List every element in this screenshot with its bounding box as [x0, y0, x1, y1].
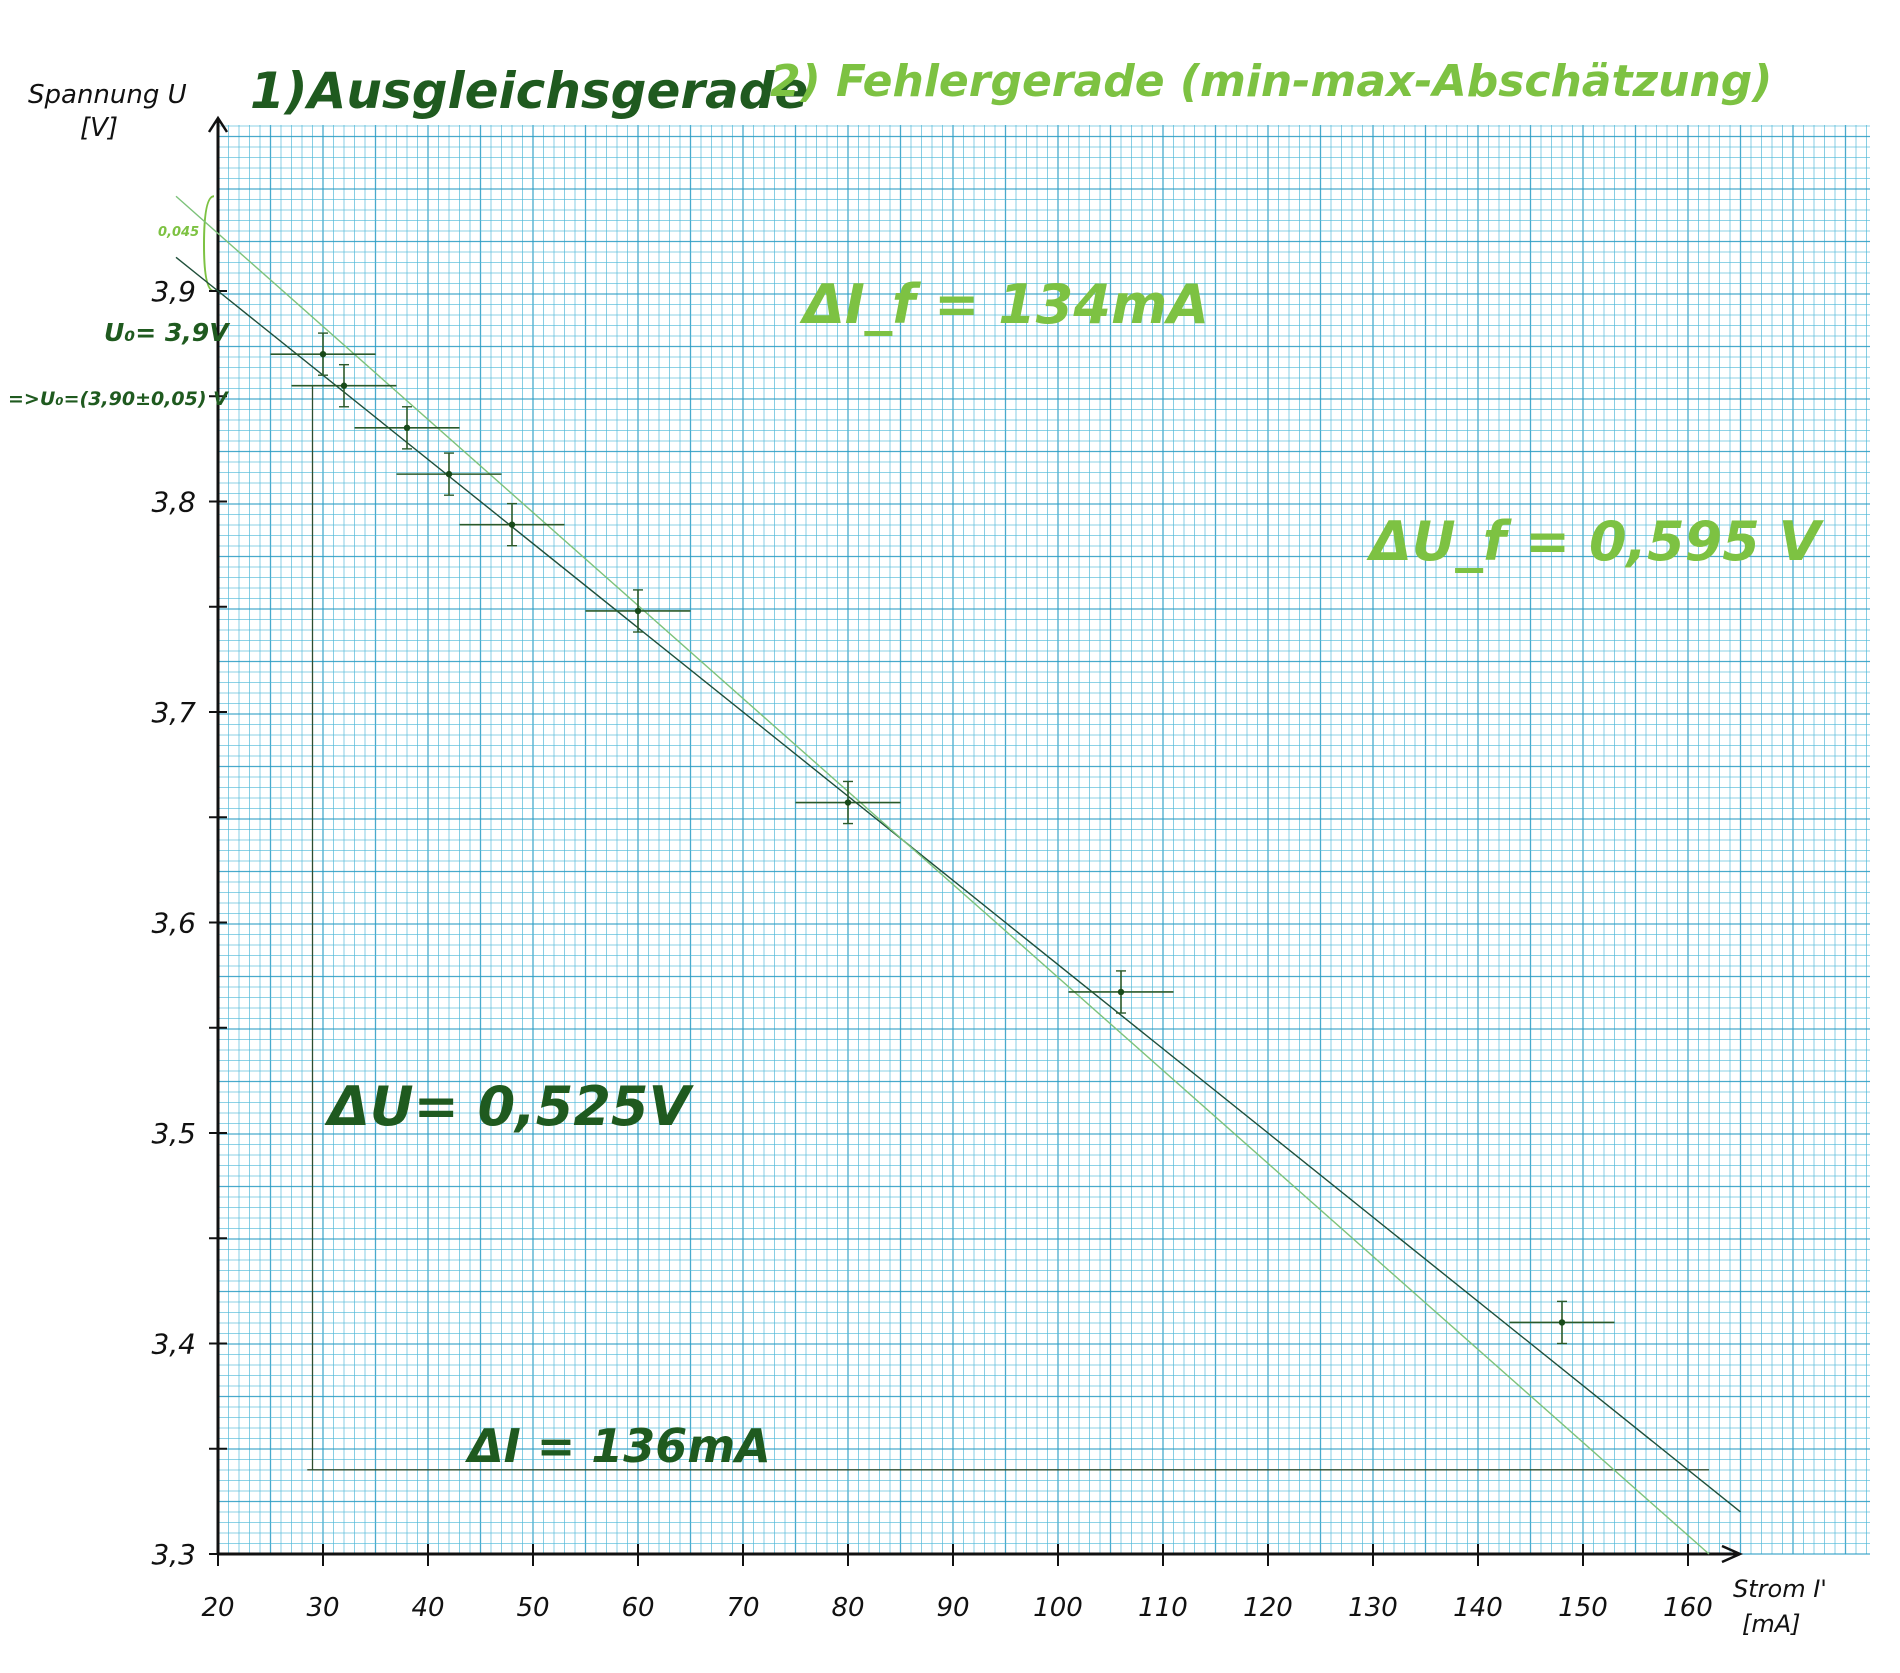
annotation-delta-i-f: ΔI_f = 134mA [799, 273, 1209, 336]
intercept-bracket [202, 195, 215, 292]
y-axis-unit: [V] [80, 113, 118, 143]
x-tick-label: 60 [621, 1593, 654, 1623]
x-tick-label: 90 [936, 1593, 969, 1623]
x-axis-unit: [mA] [1742, 1610, 1801, 1638]
data-point [844, 799, 852, 806]
x-axis-arrow [1721, 1544, 1744, 1564]
annotation-delta-i: ΔI = 136mA [464, 1419, 771, 1473]
annotation-u0-result: =>U₀=(3,90±0,05) V [8, 388, 229, 410]
x-tick-label: 110 [1138, 1593, 1188, 1623]
x-tick-label: 80 [831, 1593, 864, 1623]
chart-title: 1)Ausgleichsgerade [250, 62, 808, 120]
y-tick-label: 3,6 [151, 907, 196, 940]
y-axis-label: Spannung U [28, 80, 187, 110]
y-ticks: 3,3 3,4 3,5 3,6 3,7 3,8 3,9 [151, 275, 227, 1571]
x-axis-label: Strom I' [1733, 1575, 1827, 1603]
data-point [340, 382, 348, 389]
data-point [319, 350, 327, 358]
x-tick-label: 100 [1033, 1593, 1083, 1623]
data-point [634, 607, 642, 615]
x-tick-label: 140 [1453, 1593, 1503, 1623]
y-tick-label: 3,3 [151, 1538, 196, 1571]
regression-lines [175, 195, 1741, 1555]
data-point [1558, 1319, 1566, 1326]
data-points [270, 332, 1615, 1345]
data-point [445, 470, 453, 478]
y-tick-label: 3,5 [151, 1117, 196, 1150]
x-tick-label: 50 [516, 1593, 549, 1623]
x-tick-label: 160 [1663, 1593, 1713, 1623]
x-tick-label: 120 [1243, 1593, 1293, 1623]
data-point [508, 521, 516, 528]
fit-line [217, 290, 1741, 1513]
data-point [403, 424, 411, 432]
y-tick-label: 3,8 [151, 486, 196, 519]
y-tick-label: 3,9 [151, 275, 196, 308]
annotation-u0: U₀= 3,9V [104, 318, 230, 347]
data-point [1117, 988, 1125, 996]
x-ticks: 20 30 40 50 60 70 80 90 100 110 120 130 140 150 160 [201, 1544, 1713, 1623]
grid-paper [217, 125, 1870, 1555]
x-tick-label: 40 [411, 1593, 444, 1623]
axes [207, 115, 1744, 1564]
annotation-intercept-diff: 0,045 [158, 225, 199, 240]
y-axis-arrow [207, 115, 229, 133]
annotation-delta-u: ΔU= 0,525V [324, 1075, 694, 1138]
fit-line-extension [175, 256, 219, 292]
y-tick-label: 3,7 [151, 696, 196, 729]
error-line [175, 195, 1710, 1555]
x-tick-label: 30 [306, 1593, 339, 1623]
annotation-delta-u-f: ΔU_f = 0,595 V [1366, 510, 1825, 573]
x-tick-label: 150 [1558, 1593, 1608, 1623]
chart-subtitle: 2) Fehlergerade (min-max-Abschätzung) [770, 56, 1772, 107]
x-tick-label: 130 [1348, 1593, 1398, 1623]
x-tick-label: 70 [726, 1593, 759, 1623]
y-tick-label: 3,4 [151, 1328, 196, 1361]
triangle-guides [202, 195, 1709, 1471]
x-tick-label: 20 [201, 1593, 234, 1623]
